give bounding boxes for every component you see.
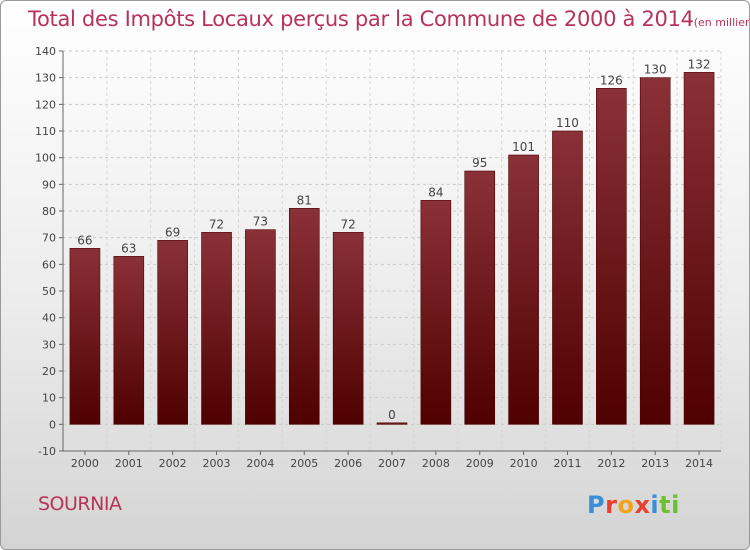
bar <box>201 232 232 425</box>
bar <box>245 229 276 425</box>
y-tick-label: 120 <box>35 98 56 111</box>
bar <box>552 130 583 425</box>
data-label: 126 <box>600 73 623 87</box>
x-tick-label: 2011 <box>553 457 581 470</box>
x-tick-label: 2013 <box>641 457 669 470</box>
bar <box>683 72 715 425</box>
data-label: 81 <box>297 193 312 207</box>
y-tick-label: 20 <box>42 365 56 378</box>
bar <box>69 248 101 425</box>
x-tick-label: 2012 <box>597 457 625 470</box>
chart-subtitle: (en milliers d'€) <box>693 16 750 29</box>
data-label: 110 <box>556 116 579 130</box>
y-tick-label: -10 <box>38 445 56 458</box>
y-tick-label: 140 <box>35 45 56 58</box>
bar <box>639 77 671 425</box>
bar <box>332 232 364 425</box>
commune-name: SOURNIA <box>38 493 122 515</box>
x-tick-label: 2002 <box>159 457 187 470</box>
y-tick-label: 100 <box>35 152 56 165</box>
data-label: 72 <box>340 217 355 231</box>
x-tick-label: 2014 <box>685 457 713 470</box>
x-tick-label: 2003 <box>203 457 231 470</box>
bar <box>113 256 145 425</box>
chart-title-block: Total des Impôts Locaux perçus par la Co… <box>28 7 750 31</box>
data-label: 63 <box>121 241 136 255</box>
data-label: 69 <box>165 225 180 239</box>
logo-letter: x <box>634 491 651 519</box>
y-tick-label: 60 <box>42 258 56 271</box>
bar <box>288 208 320 425</box>
y-tick-label: 0 <box>49 418 56 431</box>
x-tick-label: 2006 <box>334 457 362 470</box>
data-label: 101 <box>512 140 535 154</box>
x-tick-label: 2010 <box>510 457 538 470</box>
bar <box>508 154 539 425</box>
data-label: 130 <box>644 63 667 77</box>
data-label: 132 <box>688 57 711 71</box>
bar <box>420 200 452 425</box>
bar <box>464 170 496 425</box>
y-tick-label: 10 <box>42 392 56 405</box>
logo-letter: t <box>659 491 672 519</box>
y-tick-label: 80 <box>42 205 56 218</box>
y-tick-label: 30 <box>42 338 56 351</box>
y-tick-label: 130 <box>35 72 56 85</box>
bar <box>376 422 408 425</box>
logo-letter: i <box>671 491 680 519</box>
x-tick-label: 2007 <box>378 457 406 470</box>
data-label: 73 <box>253 215 268 229</box>
proxiti-logo: Proxiti <box>587 491 680 519</box>
x-tick-label: 2004 <box>246 457 274 470</box>
data-label: 95 <box>472 156 487 170</box>
x-tick-label: 2009 <box>466 457 494 470</box>
bar <box>596 88 627 425</box>
x-tick-label: 2008 <box>422 457 450 470</box>
bar <box>157 240 188 425</box>
chart-title: Total des Impôts Locaux perçus par la Co… <box>28 7 694 31</box>
y-tick-label: 70 <box>42 232 56 245</box>
data-label: 66 <box>77 233 92 247</box>
x-tick-label: 2001 <box>115 457 143 470</box>
y-tick-label: 50 <box>42 285 56 298</box>
logo-letter: P <box>587 491 606 519</box>
data-label: 72 <box>209 217 224 231</box>
y-tick-label: 110 <box>35 125 56 138</box>
data-label: 84 <box>428 185 443 199</box>
x-tick-label: 2005 <box>290 457 318 470</box>
x-tick-label: 2000 <box>71 457 99 470</box>
y-tick-label: 90 <box>42 178 56 191</box>
logo-letter: r <box>605 491 618 519</box>
data-label: 0 <box>388 408 396 422</box>
logo-letter: o <box>617 491 635 519</box>
logo-letter: i <box>650 491 660 519</box>
y-tick-label: 40 <box>42 312 56 325</box>
